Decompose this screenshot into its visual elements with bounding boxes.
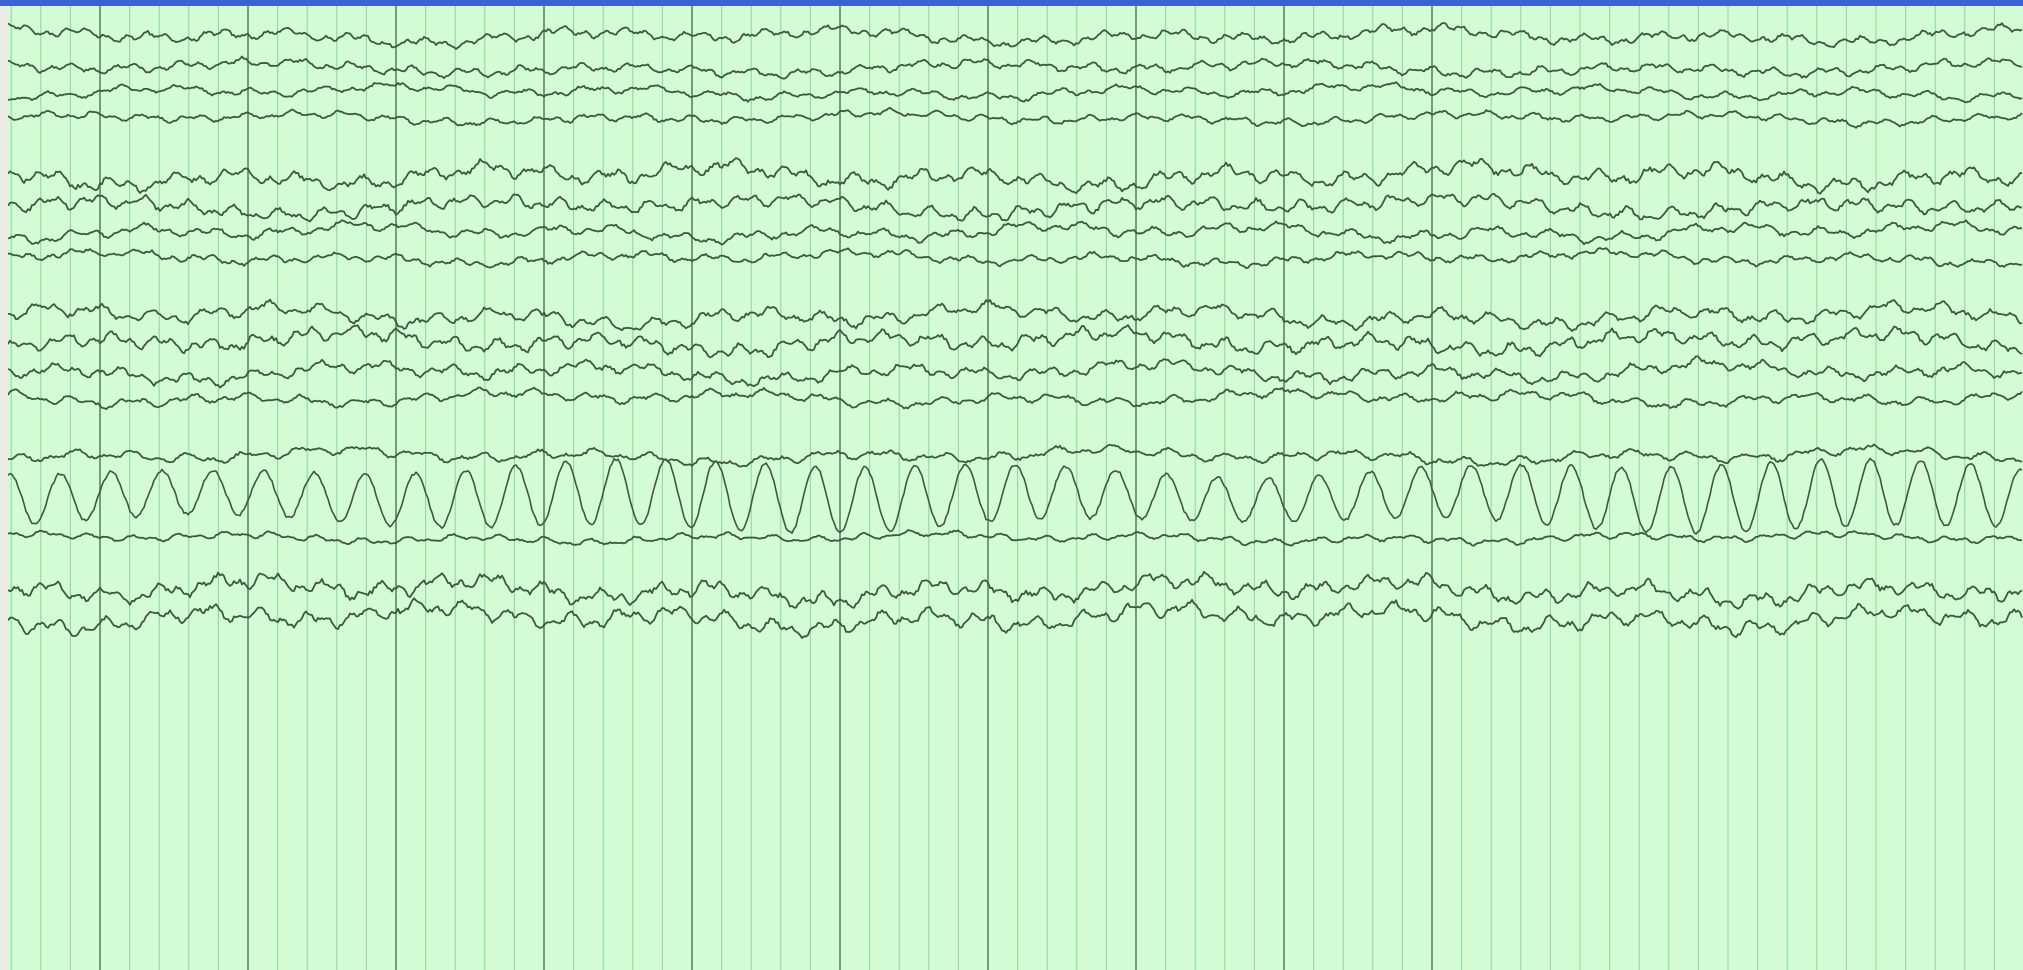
eeg-channel-trace [8, 81, 2023, 104]
eeg-trace-canvas[interactable] [8, 6, 2023, 970]
eeg-channel-trace [8, 247, 2023, 269]
eeg-channel-trace [8, 529, 2023, 547]
window-top-accent-bar [0, 0, 2023, 6]
eeg-channel-trace [8, 324, 2023, 359]
left-gutter [0, 6, 8, 970]
eeg-channel-trace [8, 192, 2023, 223]
eeg-channel-trace [8, 597, 2023, 639]
eeg-channel-trace [8, 22, 2023, 50]
eeg-channel-trace [8, 55, 2023, 80]
eeg-channel-traces [8, 22, 2023, 639]
panel-background [8, 6, 2023, 970]
eeg-channel-trace [8, 106, 2023, 129]
eeg-channel-trace [8, 219, 2023, 246]
eeg-channel-trace [8, 443, 2023, 468]
eeg-channel-trace [8, 570, 2023, 610]
eeg-channel-trace [8, 298, 2023, 332]
eeg-channel-trace [8, 457, 2023, 535]
eeg-trace-panel[interactable] [8, 6, 2023, 970]
eeg-channel-trace [8, 355, 2023, 389]
eeg-channel-trace [8, 386, 2023, 410]
eeg-channel-trace [8, 157, 2023, 195]
